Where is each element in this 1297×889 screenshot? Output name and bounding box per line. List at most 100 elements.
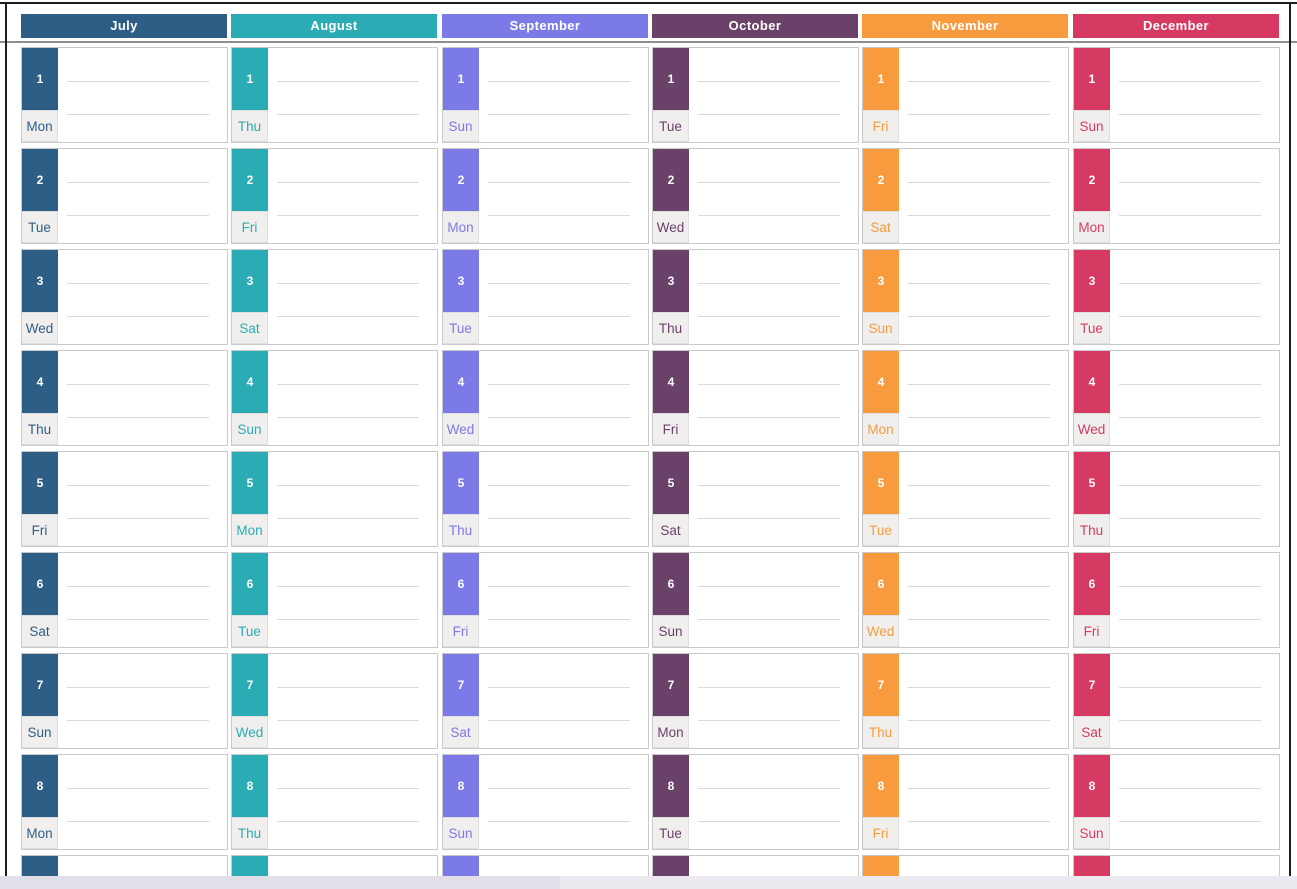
- day-cell[interactable]: 5 Mon: [231, 451, 438, 547]
- day-cell[interactable]: 7 Wed: [231, 653, 438, 749]
- day-cell[interactable]: 3 Wed: [21, 249, 228, 345]
- day-of-week-label: Tue: [653, 817, 689, 849]
- note-line-1: [67, 384, 209, 385]
- day-cell[interactable]: 8 Sun: [442, 754, 649, 850]
- note-line-1: [908, 687, 1050, 688]
- day-cell[interactable]: 6 Sun: [652, 552, 859, 648]
- day-number: 7: [246, 678, 254, 692]
- day-number: 1: [667, 72, 675, 86]
- day-cell[interactable]: 3 Thu: [652, 249, 859, 345]
- day-number: 5: [36, 476, 44, 490]
- day-cell[interactable]: 5 Thu: [442, 451, 649, 547]
- day-cell[interactable]: 3 Tue: [442, 249, 649, 345]
- day-of-week-text: Tue: [659, 118, 682, 134]
- day-cell[interactable]: 6 Wed: [862, 552, 1069, 648]
- note-line-2: [908, 619, 1050, 620]
- day-number-badge: 4: [22, 351, 58, 413]
- day-cell[interactable]: 6 Fri: [442, 552, 649, 648]
- day-cell[interactable]: 4 Mon: [862, 350, 1069, 446]
- day-number: 8: [1088, 779, 1096, 793]
- day-of-week-label: Sun: [232, 413, 268, 445]
- day-cell[interactable]: 2 Fri: [231, 148, 438, 244]
- day-of-week-label: Sun: [1074, 110, 1110, 142]
- day-of-week-label: Sun: [443, 817, 479, 849]
- day-cell[interactable]: 6 Fri: [1073, 552, 1280, 648]
- day-cell[interactable]: 5 Sat: [652, 451, 859, 547]
- day-cell[interactable]: 1 Mon: [21, 47, 228, 143]
- day-number-badge: 1: [863, 48, 899, 110]
- note-line-2: [67, 720, 209, 721]
- day-number-badge: 6: [653, 553, 689, 615]
- day-cell[interactable]: 6 Tue: [231, 552, 438, 648]
- day-cell[interactable]: 6 Sat: [21, 552, 228, 648]
- note-line-2: [277, 316, 419, 317]
- day-cell[interactable]: 7 Thu: [862, 653, 1069, 749]
- day-cell[interactable]: 2 Wed: [652, 148, 859, 244]
- day-cell[interactable]: 8 Fri: [862, 754, 1069, 850]
- day-cell[interactable]: 5 Tue: [862, 451, 1069, 547]
- day-cell[interactable]: 4 Wed: [1073, 350, 1280, 446]
- horizontal-scrollbar[interactable]: [0, 876, 1297, 889]
- note-line-2: [698, 518, 840, 519]
- day-of-week-text: Mon: [26, 825, 53, 841]
- note-line-2: [67, 417, 209, 418]
- day-of-week-label: Thu: [863, 716, 899, 748]
- day-cell[interactable]: 4 Thu: [21, 350, 228, 446]
- day-number-badge: 8: [1074, 755, 1110, 817]
- day-cell[interactable]: 7 Sat: [1073, 653, 1280, 749]
- day-cell[interactable]: 8 Mon: [21, 754, 228, 850]
- day-number: 8: [246, 779, 254, 793]
- day-cell[interactable]: 1 Fri: [862, 47, 1069, 143]
- day-of-week-text: Wed: [1077, 421, 1106, 437]
- day-cell[interactable]: 2 Tue: [21, 148, 228, 244]
- day-cell[interactable]: 1 Tue: [652, 47, 859, 143]
- day-of-week-label: Fri: [1074, 615, 1110, 647]
- month-header-july: July: [21, 14, 227, 38]
- day-of-week-label: Fri: [653, 413, 689, 445]
- day-cell[interactable]: 8 Sun: [1073, 754, 1280, 850]
- day-cell[interactable]: 4 Fri: [652, 350, 859, 446]
- day-of-week-label: Wed: [863, 615, 899, 647]
- day-number-badge: 6: [22, 553, 58, 615]
- day-cell[interactable]: 2 Sat: [862, 148, 1069, 244]
- day-cell[interactable]: 8 Tue: [652, 754, 859, 850]
- day-cell[interactable]: 4 Wed: [442, 350, 649, 446]
- day-cell[interactable]: 2 Mon: [1073, 148, 1280, 244]
- scrollbar-thumb[interactable]: [0, 876, 560, 889]
- day-cell[interactable]: 7 Mon: [652, 653, 859, 749]
- day-cell[interactable]: 5 Thu: [1073, 451, 1280, 547]
- day-of-week-text: Mon: [657, 724, 684, 740]
- day-number-badge: 2: [22, 149, 58, 211]
- day-cell[interactable]: 7 Sun: [21, 653, 228, 749]
- day-number: 4: [246, 375, 254, 389]
- day-cell[interactable]: 1 Sun: [1073, 47, 1280, 143]
- day-of-week-label: Fri: [863, 110, 899, 142]
- note-line-1: [908, 586, 1050, 587]
- day-number-badge: 4: [1074, 351, 1110, 413]
- day-cell[interactable]: 2 Mon: [442, 148, 649, 244]
- day-of-week-text: Sun: [27, 724, 52, 740]
- day-cell[interactable]: 1 Sun: [442, 47, 649, 143]
- day-of-week-text: Fri: [1083, 623, 1100, 639]
- day-number-badge: 3: [863, 250, 899, 312]
- day-cell[interactable]: 1 Thu: [231, 47, 438, 143]
- note-line-1: [67, 283, 209, 284]
- day-number: 5: [667, 476, 675, 490]
- day-number-badge: 2: [1074, 149, 1110, 211]
- note-line-1: [488, 687, 630, 688]
- day-cell[interactable]: 5 Fri: [21, 451, 228, 547]
- day-cell[interactable]: 7 Sat: [442, 653, 649, 749]
- day-of-week-label: Sun: [863, 312, 899, 344]
- day-cell[interactable]: 3 Tue: [1073, 249, 1280, 345]
- day-cell[interactable]: 3 Sun: [862, 249, 1069, 345]
- day-cell[interactable]: 8 Thu: [231, 754, 438, 850]
- note-line-1: [698, 182, 840, 183]
- day-of-week-text: Wed: [866, 623, 895, 639]
- day-cell[interactable]: 4 Sun: [231, 350, 438, 446]
- day-number: 3: [667, 274, 675, 288]
- day-of-week-text: Fri: [452, 623, 469, 639]
- day-cell[interactable]: 3 Sat: [231, 249, 438, 345]
- note-line-1: [488, 788, 630, 789]
- day-number-badge: 1: [443, 48, 479, 110]
- day-of-week-text: Sat: [660, 522, 681, 538]
